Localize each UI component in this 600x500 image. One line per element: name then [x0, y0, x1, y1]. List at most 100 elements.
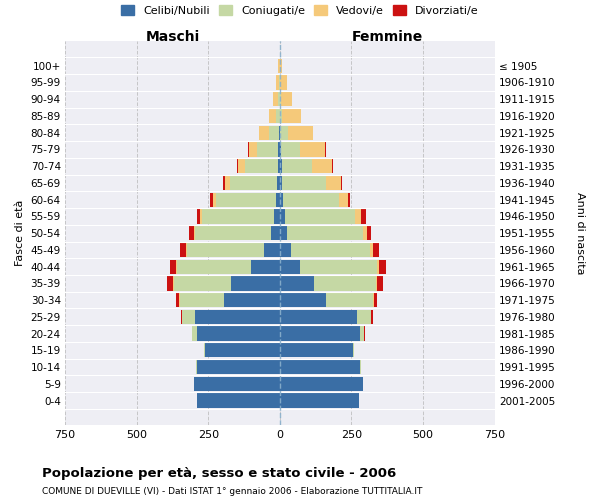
- Bar: [202, 210, 274, 224]
- Bar: [251, 260, 280, 274]
- Bar: [291, 243, 370, 257]
- Bar: [353, 343, 354, 357]
- Bar: [211, 192, 214, 207]
- Bar: [226, 176, 230, 190]
- Bar: [280, 76, 287, 90]
- Bar: [363, 226, 367, 240]
- Bar: [280, 109, 282, 123]
- Bar: [280, 343, 353, 357]
- Bar: [373, 293, 374, 307]
- Bar: [249, 142, 257, 156]
- Text: Femmine: Femmine: [352, 30, 423, 44]
- Bar: [193, 326, 197, 340]
- Bar: [197, 210, 200, 224]
- Bar: [280, 293, 326, 307]
- Text: Popolazione per età, sesso e stato civile - 2006: Popolazione per età, sesso e stato civil…: [42, 468, 396, 480]
- Bar: [196, 226, 271, 240]
- Bar: [269, 126, 279, 140]
- Bar: [274, 210, 280, 224]
- Bar: [216, 192, 277, 207]
- Bar: [278, 159, 280, 174]
- Bar: [176, 260, 251, 274]
- Bar: [245, 159, 278, 174]
- Bar: [367, 226, 371, 240]
- Bar: [283, 192, 339, 207]
- Bar: [185, 243, 187, 257]
- Bar: [279, 126, 280, 140]
- Bar: [224, 293, 280, 307]
- Bar: [280, 210, 285, 224]
- Bar: [276, 76, 279, 90]
- Bar: [281, 159, 311, 174]
- Bar: [214, 192, 216, 207]
- Bar: [370, 243, 373, 257]
- Bar: [280, 310, 357, 324]
- Bar: [279, 76, 280, 90]
- Bar: [280, 394, 359, 407]
- Bar: [187, 243, 264, 257]
- Bar: [277, 192, 280, 207]
- Bar: [204, 343, 205, 357]
- Bar: [311, 159, 332, 174]
- Bar: [314, 276, 376, 290]
- Bar: [238, 159, 245, 174]
- Bar: [285, 210, 355, 224]
- Legend: Celibi/Nubili, Coniugati/e, Vedovi/e, Divorziati/e: Celibi/Nubili, Coniugati/e, Vedovi/e, Di…: [117, 0, 483, 20]
- Bar: [377, 260, 379, 274]
- Bar: [280, 376, 363, 391]
- Bar: [280, 360, 360, 374]
- Bar: [273, 92, 278, 106]
- Bar: [371, 310, 373, 324]
- Bar: [347, 192, 350, 207]
- Text: COMUNE DI DUEVILLE (VI) - Dati ISTAT 1° gennaio 2006 - Elaborazione TUTTITALIA.I: COMUNE DI DUEVILLE (VI) - Dati ISTAT 1° …: [42, 488, 422, 496]
- Bar: [341, 176, 342, 190]
- Bar: [326, 293, 373, 307]
- Bar: [339, 192, 347, 207]
- Bar: [282, 109, 301, 123]
- Bar: [282, 176, 326, 190]
- Bar: [223, 176, 226, 190]
- Bar: [181, 310, 182, 324]
- Bar: [194, 376, 280, 391]
- Bar: [280, 176, 282, 190]
- Text: Maschi: Maschi: [145, 30, 200, 44]
- Bar: [278, 92, 280, 106]
- Bar: [277, 176, 280, 190]
- Bar: [326, 176, 341, 190]
- Bar: [287, 126, 313, 140]
- Bar: [191, 326, 193, 340]
- Bar: [197, 360, 280, 374]
- Bar: [170, 260, 176, 274]
- Bar: [300, 260, 377, 274]
- Bar: [231, 276, 280, 290]
- Bar: [257, 142, 278, 156]
- Bar: [360, 326, 364, 340]
- Bar: [281, 92, 292, 106]
- Bar: [278, 142, 280, 156]
- Bar: [205, 343, 280, 357]
- Bar: [230, 176, 277, 190]
- Bar: [280, 276, 314, 290]
- Bar: [264, 243, 280, 257]
- Bar: [173, 276, 174, 290]
- Bar: [179, 293, 224, 307]
- Bar: [197, 394, 280, 407]
- Bar: [269, 109, 277, 123]
- Bar: [361, 210, 366, 224]
- Bar: [357, 310, 371, 324]
- Bar: [189, 226, 194, 240]
- Bar: [299, 142, 325, 156]
- Bar: [281, 142, 299, 156]
- Bar: [176, 293, 179, 307]
- Bar: [379, 260, 386, 274]
- Bar: [280, 226, 287, 240]
- Bar: [174, 276, 231, 290]
- Bar: [200, 210, 202, 224]
- Bar: [280, 58, 282, 73]
- Bar: [237, 159, 238, 174]
- Bar: [280, 192, 283, 207]
- Bar: [271, 226, 280, 240]
- Bar: [182, 310, 196, 324]
- Bar: [374, 293, 377, 307]
- Bar: [376, 276, 377, 290]
